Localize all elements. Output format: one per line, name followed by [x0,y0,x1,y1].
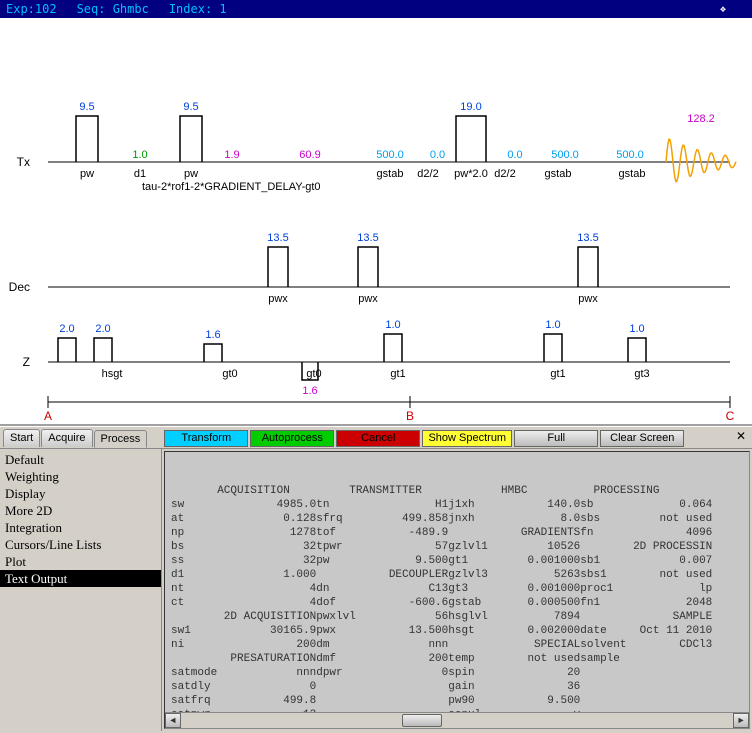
scroll-right-arrow[interactable]: ► [733,713,749,728]
svg-text:Dec: Dec [9,280,30,294]
svg-text:hsgt: hsgt [102,368,123,380]
svg-text:B: B [406,409,414,423]
sidebar-item-display[interactable]: Display [0,485,161,502]
svg-text:19.0: 19.0 [460,101,481,113]
text-output-content: ACQUISITION TRANSMITTER HMBC PROCESSING … [171,484,743,722]
svg-text:pw*2.0: pw*2.0 [454,168,488,180]
svg-text:500.0: 500.0 [551,149,579,161]
svg-text:13.5: 13.5 [577,232,598,244]
scroll-thumb[interactable] [402,714,442,727]
sidebar-item-more-2d[interactable]: More 2D [0,502,161,519]
svg-text:Z: Z [23,355,30,369]
sidebar-item-weighting[interactable]: Weighting [0,468,161,485]
sidebar-item-cursors-line-lists[interactable]: Cursors/Line Lists [0,536,161,553]
svg-text:pw: pw [80,168,94,180]
svg-text:500.0: 500.0 [376,149,404,161]
svg-text:2.0: 2.0 [95,323,110,335]
svg-text:Tx: Tx [17,155,30,169]
sidebar-item-plot[interactable]: Plot [0,553,161,570]
svg-text:pwx: pwx [358,293,378,305]
svg-text:A: A [44,409,52,423]
svg-text:60.9: 60.9 [299,149,320,161]
horizontal-scrollbar[interactable]: ◄ ► [165,712,749,728]
scroll-left-arrow[interactable]: ◄ [165,713,181,728]
svg-text:pwx: pwx [268,293,288,305]
svg-text:1.6: 1.6 [302,385,317,397]
close-icon[interactable]: ✕ [734,429,748,443]
svg-text:0.0: 0.0 [507,149,522,161]
svg-text:tau-2*rof1-2*GRADIENT_DELAY-gt: tau-2*rof1-2*GRADIENT_DELAY-gt0 [142,181,321,193]
svg-text:1.0: 1.0 [629,323,644,335]
svg-text:2.0: 2.0 [59,323,74,335]
svg-text:gstab: gstab [619,168,646,180]
tabbar: StartAcquireProcess TransformAutoprocess… [0,427,752,449]
svg-text:1.9: 1.9 [224,149,239,161]
svg-text:13.5: 13.5 [267,232,288,244]
svg-text:gstab: gstab [377,168,404,180]
index-label: Index: 1 [169,2,227,16]
cancel-button[interactable]: Cancel [336,430,420,447]
lower-panel: DefaultWeightingDisplayMore 2DIntegratio… [0,449,752,731]
autoprocess-button[interactable]: Autoprocess [250,430,334,447]
sidebar-item-text-output[interactable]: Text Output [0,570,161,587]
svg-text:gt1: gt1 [550,368,565,380]
svg-text:9.5: 9.5 [79,101,94,113]
seq-label: Seq: Ghmbc [77,2,149,16]
svg-text:gt0: gt0 [222,368,237,380]
titlebar: Exp:102 Seq: Ghmbc Index: 1 ❖ [0,0,752,18]
svg-text:128.2: 128.2 [687,113,715,125]
tab-process[interactable]: Process [94,430,148,448]
svg-text:d2/2: d2/2 [417,168,438,180]
sidebar-item-integration[interactable]: Integration [0,519,161,536]
clear-screen-button[interactable]: Clear Screen [600,430,684,447]
svg-text:1.6: 1.6 [205,329,220,341]
svg-text:gt3: gt3 [634,368,649,380]
svg-text:9.5: 9.5 [183,101,198,113]
full-button[interactable]: Full [514,430,598,447]
svg-text:0.0: 0.0 [430,149,445,161]
show-spectrum-button[interactable]: Show Spectrum [422,430,512,447]
svg-text:gt1: gt1 [390,368,405,380]
tab-start[interactable]: Start [3,429,40,447]
sidebar-item-default[interactable]: Default [0,451,161,468]
svg-text:1.0: 1.0 [385,319,400,331]
svg-text:1.0: 1.0 [132,149,147,161]
svg-text:pwx: pwx [578,293,598,305]
svg-text:gstab: gstab [545,168,572,180]
transform-button[interactable]: Transform [164,430,248,447]
pulse-sequence-diagram: Tx 9.5 pw 9.5 pw 19.0 pw*2.0 1.0 d1 1.9 60.9 500.0 g… [0,18,752,424]
svg-text:d2/2: d2/2 [494,168,515,180]
text-output-pane: ACQUISITION TRANSMITTER HMBC PROCESSING … [164,451,750,729]
svg-text:pw: pw [184,168,198,180]
titlebar-icon: ❖ [720,4,726,15]
scroll-track[interactable] [181,713,733,728]
svg-text:d1: d1 [134,168,146,180]
svg-text:C: C [726,409,735,423]
sidebar: DefaultWeightingDisplayMore 2DIntegratio… [0,449,162,731]
svg-text:1.0: 1.0 [545,319,560,331]
svg-text:500.0: 500.0 [616,149,644,161]
svg-text:gt0: gt0 [306,368,321,380]
tab-acquire[interactable]: Acquire [41,429,92,447]
exp-label: Exp:102 [6,2,57,16]
svg-text:13.5: 13.5 [357,232,378,244]
